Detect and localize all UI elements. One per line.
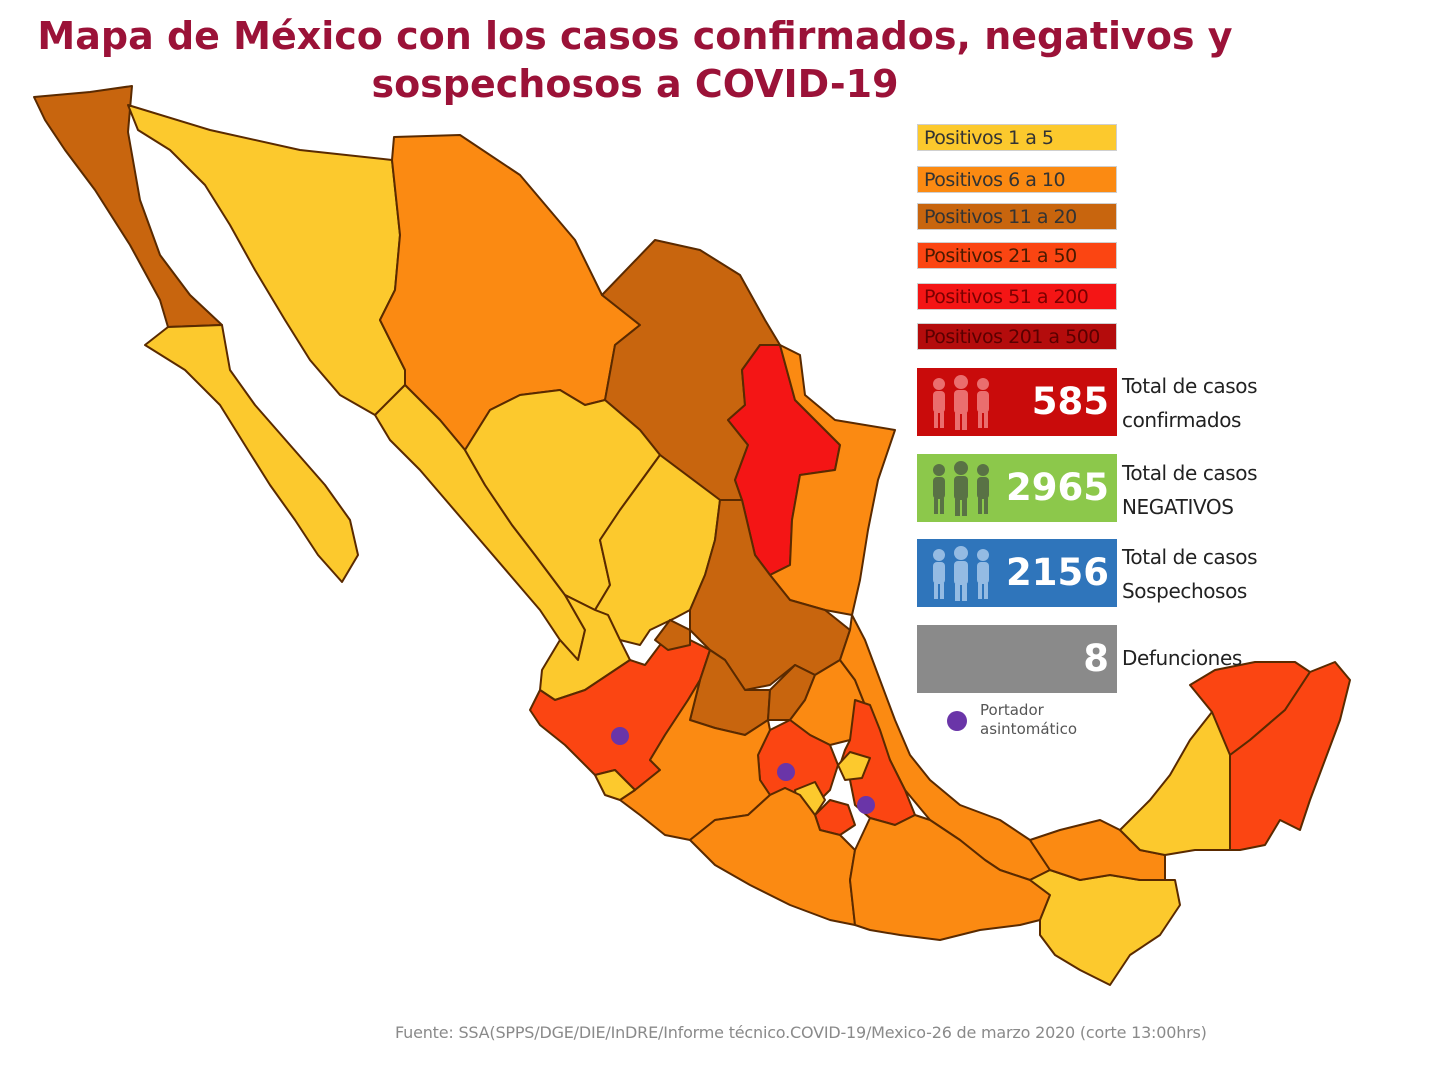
sospechosos-label: Total de casos Sospechosos: [1122, 540, 1322, 608]
legend-positivos-201-500: Positivos 201 a 500: [917, 323, 1117, 350]
portador-legend-dot: [947, 711, 967, 731]
state-tabasco: [1029, 819, 1166, 881]
legend-label: Positivos 21 a 50: [924, 245, 1077, 267]
legend-positivos-51-200: Positivos 51 a 200: [917, 283, 1117, 310]
confirmados-label: Total de casos confirmados: [1122, 369, 1322, 437]
state-chiapas: [1029, 869, 1181, 986]
page-title: Mapa de México con los casos confirmados…: [0, 12, 1270, 108]
confirmados-value: 585: [1031, 380, 1109, 423]
legend-label: Positivos 11 a 20: [924, 206, 1077, 228]
confirmados-box: 585: [917, 368, 1117, 436]
legend-positivos-6-10: Positivos 6 a 10: [917, 166, 1117, 193]
negativos-label-line2: NEGATIVOS: [1122, 495, 1234, 519]
negativos-box: 2965: [917, 454, 1117, 522]
state-tlaxcala: [837, 751, 871, 781]
legend-positivos-21-50: Positivos 21 a 50: [917, 242, 1117, 269]
state-aguascalientes: [654, 619, 691, 651]
defunciones-box: 8: [917, 625, 1117, 693]
defunciones-label-line1: Defunciones: [1122, 646, 1242, 670]
sospechosos-box: 2156: [917, 539, 1117, 607]
people-group-icon: [933, 375, 989, 430]
source-note: Fuente: SSA(SPPS/DGE/DIE/InDRE/Informe t…: [395, 1023, 1207, 1042]
state-sonora: [127, 104, 406, 416]
people-group-icon: [933, 546, 989, 601]
sospechosos-value: 2156: [1006, 551, 1109, 594]
title-line-2: sospechosos a COVID-19: [371, 62, 899, 106]
people-group-icon: [933, 461, 989, 516]
state-baja-california: [33, 85, 223, 328]
confirmados-label-line1: Total de casos: [1122, 374, 1258, 398]
state-quintana-roo: [1229, 661, 1351, 851]
portador-dot-jalisco: [611, 727, 629, 745]
legend-label: Positivos 6 a 10: [924, 169, 1066, 191]
portador-label-line2: asintomático: [980, 720, 1078, 738]
negativos-label: Total de casos NEGATIVOS: [1122, 456, 1322, 524]
state-michoacan: [619, 679, 771, 841]
state-zacatecas: [594, 454, 721, 646]
title-line-1: Mapa de México con los casos confirmados…: [37, 14, 1233, 58]
legend-label: Positivos 51 a 200: [924, 286, 1089, 308]
legend-positivos-11-20: Positivos 11 a 20: [917, 203, 1117, 230]
state-baja-california-sur: [144, 324, 359, 583]
confirmados-label-line2: confirmados: [1122, 408, 1242, 432]
sospechosos-label-line2: Sospechosos: [1122, 579, 1247, 603]
portador-dot-puebla: [857, 796, 875, 814]
defunciones-value: 8: [1083, 637, 1109, 680]
portador-label-line1: Portador: [980, 701, 1044, 719]
state-colima: [594, 769, 636, 801]
portador-legend-label: Portador asintomático: [980, 701, 1140, 739]
portador-dot-edomex: [777, 763, 795, 781]
sospechosos-label-line1: Total de casos: [1122, 545, 1258, 569]
legend-label: Positivos 201 a 500: [924, 326, 1100, 348]
negativos-value: 2965: [1006, 466, 1109, 509]
legend-positivos-1-5: Positivos 1 a 5: [917, 124, 1117, 151]
state-guerrero: [689, 787, 856, 926]
negativos-label-line1: Total de casos: [1122, 461, 1258, 485]
defunciones-label: Defunciones: [1122, 641, 1322, 675]
legend-label: Positivos 1 a 5: [924, 127, 1054, 149]
